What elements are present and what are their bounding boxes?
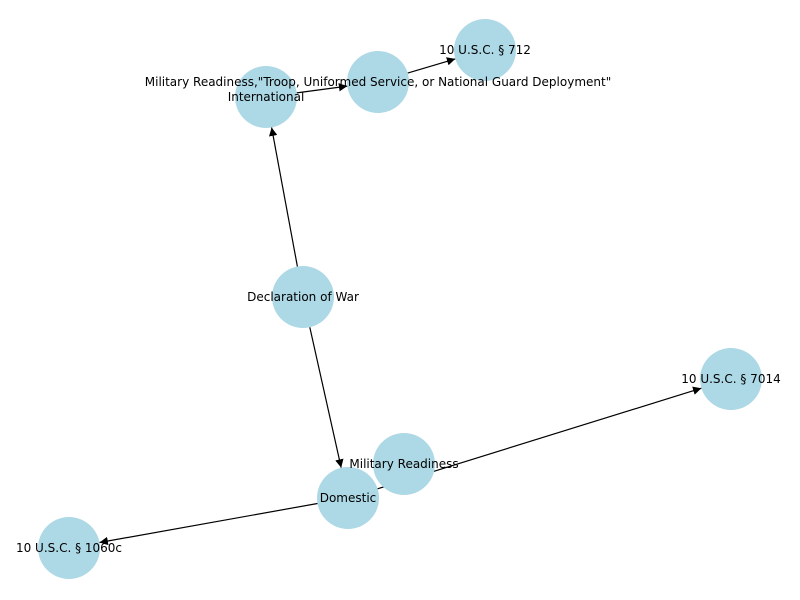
node-usc712[interactable] (454, 19, 516, 81)
node-label-declaration: Declaration of War (247, 290, 359, 304)
labels-layer: Declaration of WarInternationalMilitary … (16, 43, 781, 555)
nodes-layer (38, 19, 762, 579)
node-label-mr-troop: Military Readiness,"Troop, Uniformed Ser… (145, 75, 611, 89)
node-mr-troop[interactable] (347, 51, 409, 113)
node-label-military-readiness: Military Readiness (349, 457, 458, 471)
node-label-usc1060c: 10 U.S.C. § 1060c (16, 541, 122, 555)
node-usc7014[interactable] (700, 348, 762, 410)
node-label-usc712: 10 U.S.C. § 712 (439, 43, 531, 57)
node-declaration[interactable] (272, 266, 334, 328)
node-label-international: International (228, 90, 305, 104)
edge-mr-troop-to-usc712 (407, 57, 456, 74)
node-label-usc7014: 10 U.S.C. § 7014 (681, 372, 780, 386)
node-label-domestic: Domestic (320, 491, 377, 505)
node-usc1060c[interactable] (38, 517, 100, 579)
node-international[interactable] (235, 66, 297, 128)
edge-domestic-to-usc1060c (99, 502, 318, 546)
node-military-readiness[interactable] (373, 433, 435, 495)
edge-declaration-to-international (269, 127, 298, 267)
node-domestic[interactable] (317, 467, 379, 529)
edge-declaration-to-domestic (309, 327, 344, 468)
edge-international-to-mr-troop (296, 83, 348, 94)
